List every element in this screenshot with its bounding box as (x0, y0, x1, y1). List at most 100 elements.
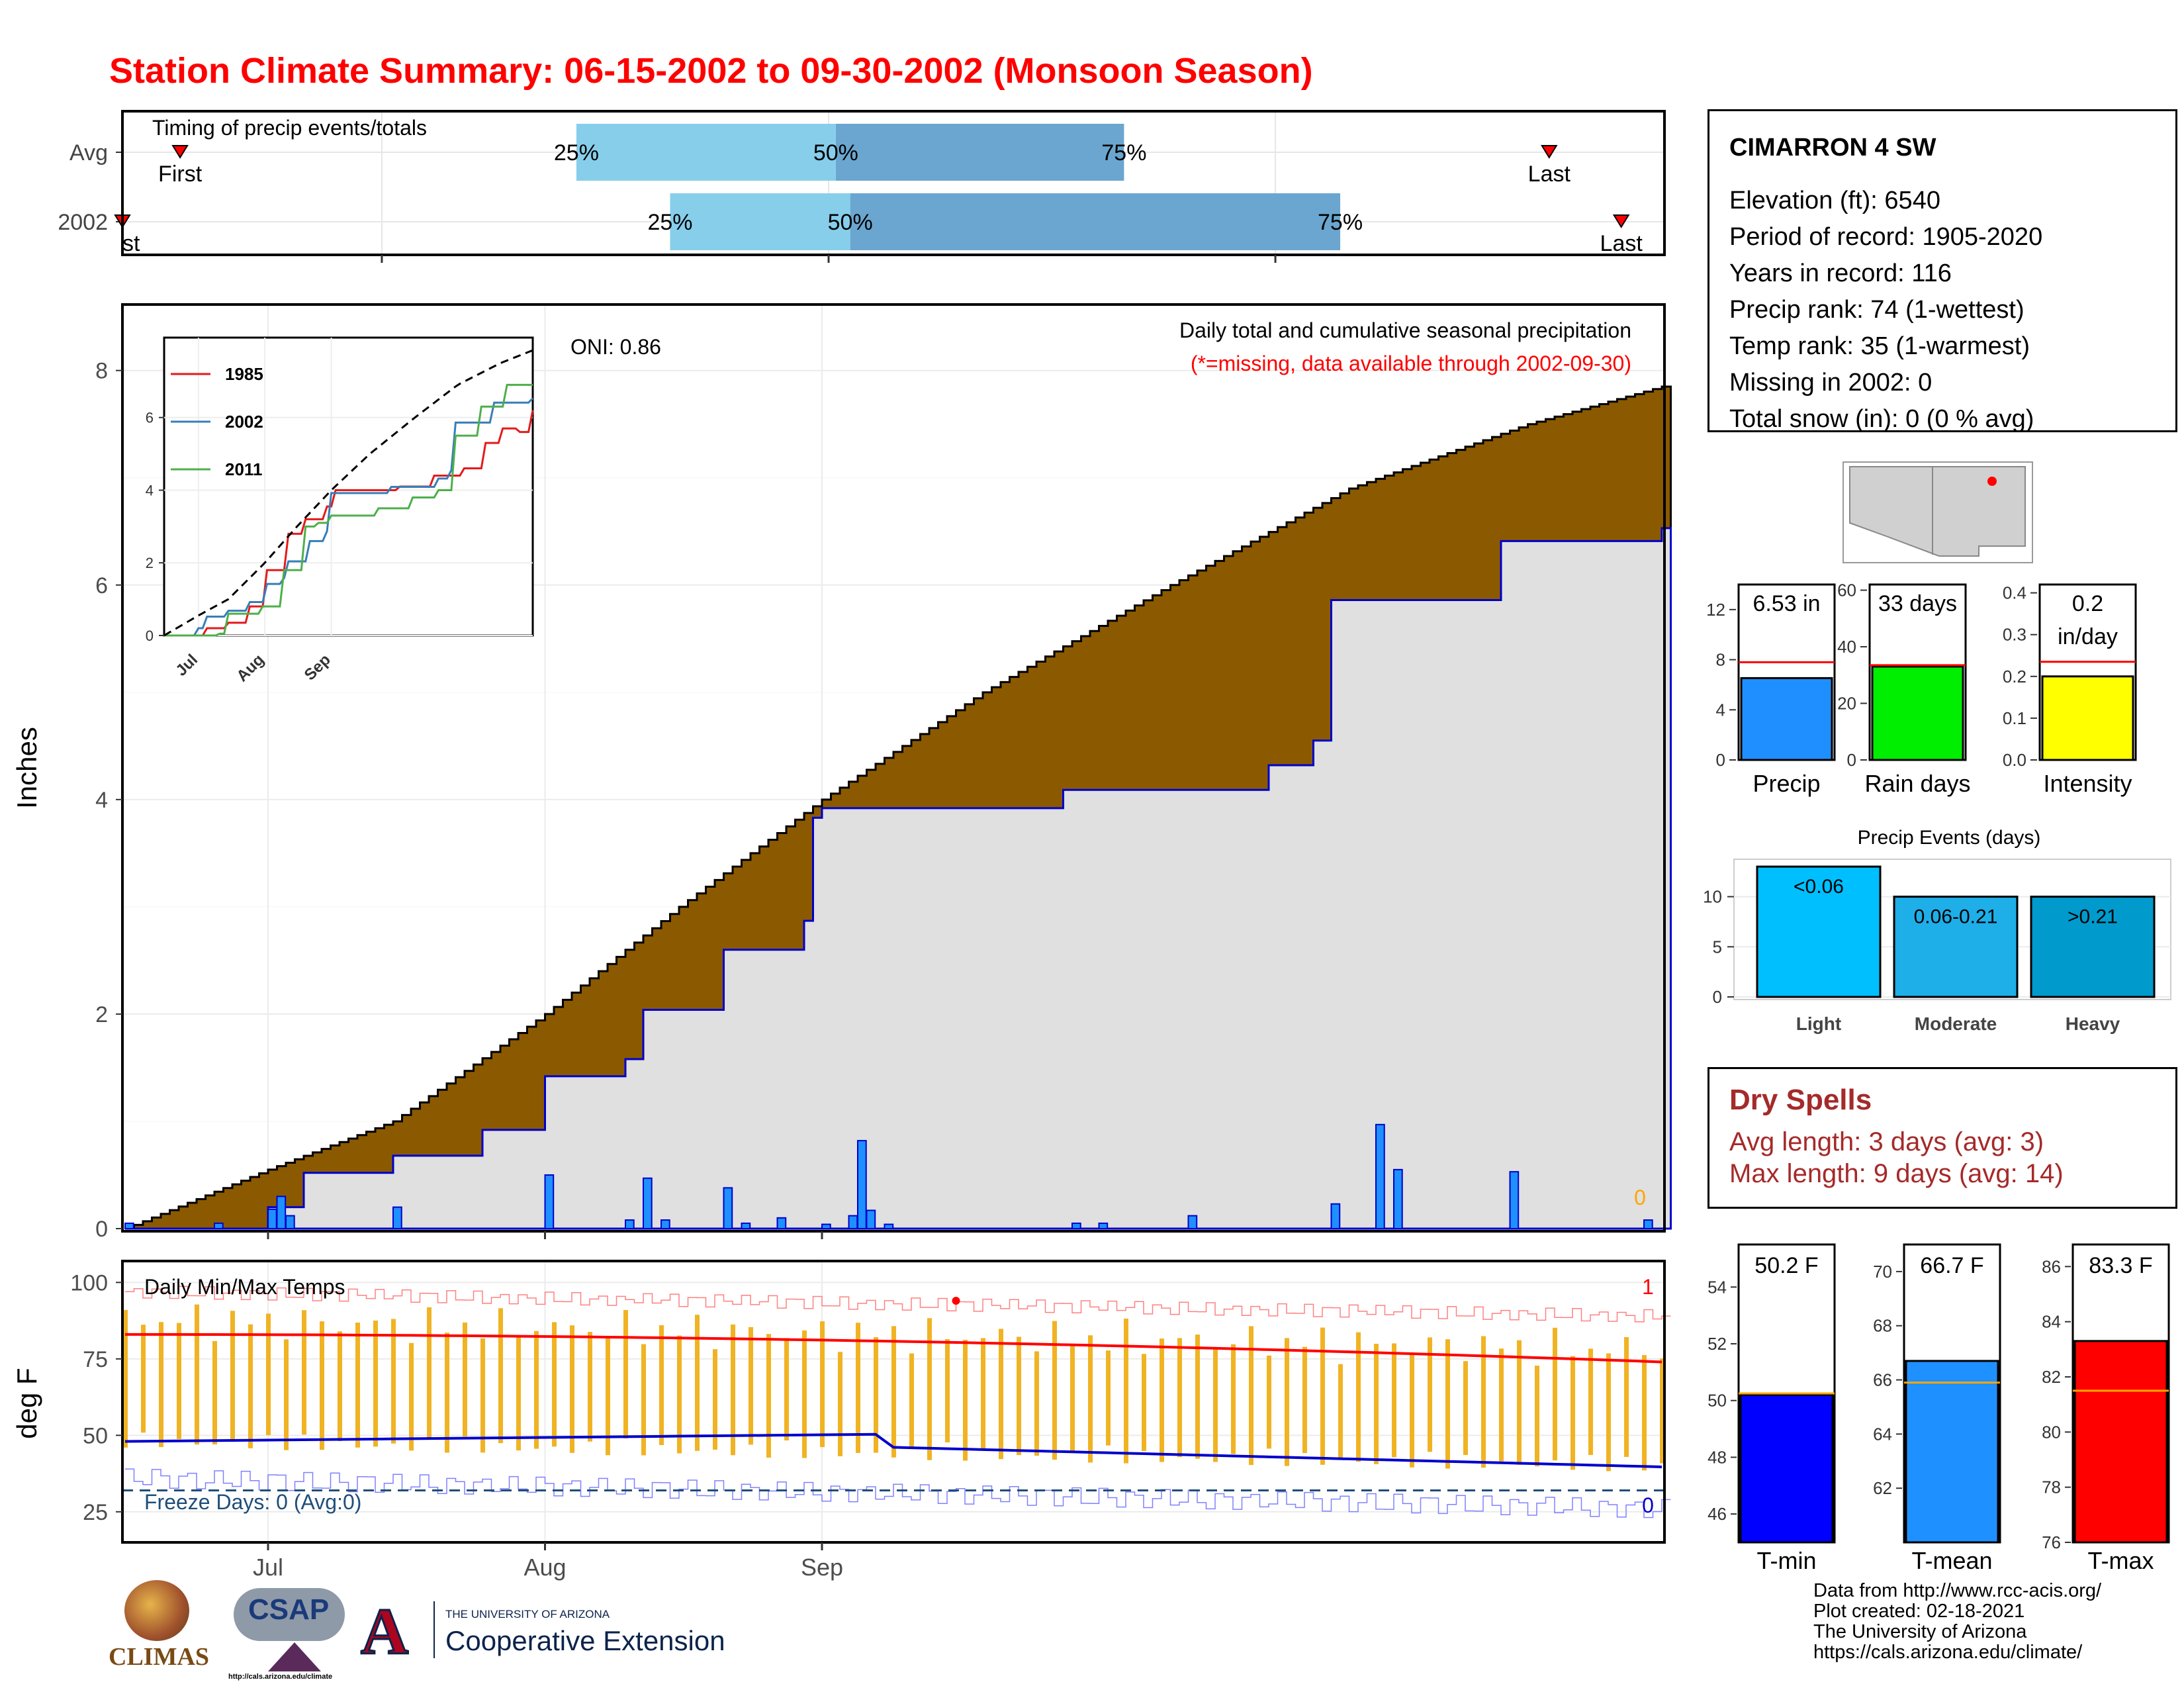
daily-temp-range-bar (320, 1321, 324, 1450)
summary-bar-y-tick-label: 8 (1716, 650, 1725, 670)
daily-precip-bar (857, 1140, 867, 1230)
daily-temp-range-bar (1356, 1332, 1361, 1462)
daily-temp-range-bar (391, 1319, 396, 1444)
daily-temp-range-bar (731, 1324, 735, 1456)
daily-temp-range-bar (1374, 1344, 1379, 1464)
daily-temp-range-bar (1660, 1358, 1664, 1464)
daily-temp-range-bar (1302, 1346, 1307, 1454)
daily-precip-bar (267, 1208, 277, 1230)
daily-temp-range-bar (1570, 1356, 1575, 1470)
timing-pct-75: 75% (1318, 210, 1363, 235)
timing-label: Timing of precip events/totals (152, 116, 427, 140)
temp-summary-bar (2073, 1340, 2168, 1544)
timing-pct-25: 25% (554, 140, 599, 165)
summary-bar-value (1740, 677, 1833, 761)
dry-spells-title: Dry Spells (1729, 1084, 1872, 1116)
daily-temp-range-bar (588, 1332, 592, 1442)
events-y-tick-label: 0 (1713, 987, 1722, 1007)
main-y-tick-label: 6 (95, 573, 108, 598)
temp-summary-y-tick-label: 84 (2042, 1312, 2061, 1332)
daily-temp-range-bar (1070, 1345, 1075, 1451)
station-name: CIMARRON 4 SW (1729, 134, 1936, 162)
summary-bar-y-tick-label: 40 (1837, 637, 1856, 657)
summary-bar-y-tick-label: 0.2 (2003, 667, 2026, 686)
avg-min-temp-line (124, 1432, 1662, 1468)
temp-bottom-right-count: 0 (1642, 1493, 1654, 1517)
university-arizona-logo: A THE UNIVERSITY OF ARIZONA Cooperative … (360, 1597, 745, 1671)
inset-line-2011 (164, 383, 533, 637)
daily-temp-range-bar (677, 1335, 682, 1454)
last-event-label: Last (1600, 231, 1643, 256)
summary-bar-y-tick-label: 0.3 (2003, 625, 2026, 645)
daily-temp-range-bar (909, 1353, 914, 1448)
daily-temp-range-bar (1588, 1348, 1593, 1455)
summary-bar-value-text: 0.2 (2072, 591, 2103, 616)
temp-summary-y-tick-label: 80 (2042, 1422, 2061, 1442)
temp-panel-heading: Daily Min/Max Temps (144, 1275, 345, 1299)
inset-legend-label: 2002 (225, 412, 263, 432)
inset-frame (163, 336, 534, 637)
station-detail-line: Temp rank: 35 (1-warmest) (1729, 332, 2030, 360)
daily-temp-range-bar (891, 1326, 896, 1458)
timing-pct-25: 25% (647, 210, 692, 235)
daily-temp-range-bar (195, 1304, 199, 1445)
daily-temp-range-bar (999, 1329, 1003, 1460)
summary-bar-value-text: 6.53 in (1752, 591, 1820, 616)
timing-bar-25-50 (576, 124, 836, 181)
temp-summary-y-tick-label: 86 (2042, 1256, 2061, 1276)
daily-temp-range-bar (141, 1325, 146, 1433)
daily-precip-bar (1393, 1168, 1403, 1230)
last-event-marker-icon (1541, 145, 1558, 159)
temp-summary-y-tick-label: 52 (1707, 1334, 1727, 1354)
daily-temp-range-bar (695, 1315, 700, 1451)
inset-line-2002 (164, 397, 534, 637)
record-min-line (125, 1468, 1671, 1519)
first-event-label: First (158, 162, 203, 187)
event-bar (1893, 896, 2019, 998)
events-title: Precip Events (days) (1858, 827, 2041, 849)
daily-precip-bar (1187, 1215, 1198, 1229)
first-event-marker-icon (171, 145, 189, 159)
timing-panel-frame (121, 110, 1666, 256)
daily-temp-range-bar (338, 1331, 342, 1442)
event-bar-range-label: >0.21 (2068, 906, 2118, 928)
summary-bar-label: Precip (1752, 770, 1820, 797)
csap-cloud-icon (234, 1588, 345, 1641)
daily-temp-range-bar (1320, 1327, 1325, 1465)
daily-temp-range-bar (302, 1310, 306, 1435)
summary-bar-y-tick-label: 20 (1837, 694, 1856, 714)
daily-temp-range-bar (1499, 1348, 1504, 1462)
summary-bar-unit-text: in/day (2058, 624, 2118, 649)
temp-summary-value-text: 83.3 F (2089, 1253, 2152, 1278)
daily-precip-bar (544, 1174, 555, 1229)
summary-bar-y-tick-label: 12 (1706, 600, 1725, 620)
daily-precip-bar (660, 1219, 670, 1229)
daily-temp-range-bar (355, 1322, 360, 1448)
daily-precip-bar (723, 1187, 733, 1229)
daily-temp-range-bar (463, 1322, 467, 1437)
temp-summary-y-tick-label: 46 (1707, 1504, 1727, 1524)
temp-y-tick-label: 75 (83, 1347, 108, 1372)
event-bar-category-label: Heavy (2066, 1013, 2120, 1034)
inset-y-tick-label: 2 (146, 555, 154, 571)
station-details: Elevation (ft): 6540 Period of record: 19… (1729, 183, 2042, 438)
main-y-tick-label: 8 (95, 359, 108, 384)
inset-y-tick-label: 4 (146, 482, 154, 498)
freeze-days-text: Freeze Days: 0 (Avg:0) (144, 1490, 361, 1514)
daily-temp-range-bar (1392, 1343, 1396, 1458)
oni-label: ONI: 0.86 (570, 335, 661, 359)
daily-temp-range-bar (981, 1338, 985, 1450)
daily-precip-bar (741, 1222, 751, 1230)
daily-temp-range-bar (1124, 1319, 1128, 1464)
daily-temp-range-bar (838, 1352, 842, 1456)
daily-temp-range-bar (1249, 1326, 1253, 1466)
dry-spells-box: Dry Spells Avg length: 3 days (avg: 3) M… (1707, 1067, 2177, 1209)
daily-temp-range-bar (1267, 1355, 1271, 1449)
temp-panel-frame (121, 1260, 1666, 1544)
corner-value-label: 0 (1634, 1186, 1646, 1209)
inset-y-tick-label: 6 (146, 410, 154, 426)
daily-precip-bar (884, 1223, 894, 1230)
daily-temp-range-bar (1642, 1355, 1647, 1471)
daily-temp-range-bar (1142, 1354, 1146, 1452)
